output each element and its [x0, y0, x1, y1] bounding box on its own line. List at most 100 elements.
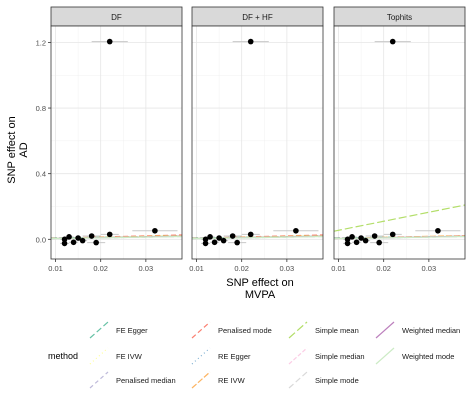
- data-point: [66, 234, 72, 240]
- x-tick-label: 0.03: [422, 264, 437, 273]
- legend-label: Weighted median: [402, 326, 460, 335]
- panel-background: [51, 26, 182, 259]
- data-point: [349, 234, 355, 240]
- legend-label: Simple mean: [315, 326, 359, 335]
- x-tick-label: 0.01: [189, 264, 204, 273]
- data-point: [202, 236, 209, 243]
- regression-lines: [51, 234, 182, 240]
- y-tick-label: 1.2: [36, 38, 46, 47]
- legend-key: [89, 321, 109, 339]
- regression-line-weighted-mode: [192, 235, 323, 240]
- data-point: [220, 237, 227, 244]
- data-point: [61, 240, 68, 247]
- data-point: [70, 239, 77, 246]
- data-point: [362, 237, 369, 244]
- panel-strip-label: DF: [111, 13, 122, 22]
- data-point: [376, 239, 382, 246]
- panel-tophits: Tophits 0.01 0.02 0.03: [331, 6, 466, 273]
- legend-label: FE IVW: [116, 352, 143, 361]
- regression-lines: [334, 204, 465, 240]
- data-point: [389, 38, 396, 45]
- panel-border: [50, 25, 183, 260]
- data-point: [389, 231, 396, 238]
- legend-label: FE Egger: [116, 326, 148, 335]
- legend-item-penalised-median: Penalised median: [89, 371, 176, 389]
- data-point: [234, 239, 240, 246]
- data-point: [79, 237, 86, 244]
- panel-border: [191, 25, 324, 260]
- y-tick-label: 0.8: [36, 104, 46, 113]
- regression-line-weighted-mode: [51, 235, 182, 240]
- data-point: [75, 235, 81, 241]
- legend-item-re-egger: RE Egger: [191, 347, 251, 365]
- y-axis-label-line1: SNP effect on: [6, 116, 18, 183]
- x-axis-label-line2: MVPA: [245, 289, 276, 301]
- data-point: [61, 236, 68, 243]
- legend-key: [375, 347, 395, 365]
- data-point: [358, 235, 364, 241]
- data-point: [207, 234, 213, 240]
- data-point: [344, 236, 351, 243]
- x-tick-label: 0.02: [376, 264, 391, 273]
- x-tick-label: 0.02: [234, 264, 249, 273]
- data-point: [247, 38, 254, 45]
- legend-label: RE IVW: [218, 376, 246, 385]
- x-tick-label: 0.01: [48, 264, 63, 273]
- panel-border: [333, 25, 466, 260]
- y-axis-label-line2: AD: [18, 142, 30, 157]
- panel-strip-label: Tophits: [387, 13, 412, 22]
- data-point: [435, 227, 441, 234]
- legend-label: Simple median: [315, 352, 365, 361]
- data-point: [216, 235, 222, 241]
- legend-label: Penalised median: [116, 376, 176, 385]
- data-point: [202, 240, 209, 247]
- data-point: [93, 239, 99, 246]
- data-point: [344, 240, 351, 247]
- regression-lines: [192, 234, 323, 240]
- data-point: [106, 231, 113, 238]
- data-point: [211, 239, 218, 246]
- panel-background: [192, 26, 323, 259]
- data-point: [293, 227, 299, 234]
- y-axis: 0.0 0.4 0.8 1.2: [36, 38, 51, 244]
- legend-item-fe-egger: FE Egger: [89, 321, 148, 339]
- legend-item-penalised-mode: Penalised mode: [191, 321, 272, 339]
- panel-df: DF 0.01 0.02 0.03: [48, 6, 183, 273]
- regression-line-weighted-mode: [334, 235, 465, 240]
- legend-label: Penalised mode: [218, 326, 272, 335]
- x-tick-label: 0.03: [280, 264, 295, 273]
- data-point: [353, 239, 360, 246]
- legend-label: Weighted mode: [402, 352, 454, 361]
- legend-item-fe-ivw: FE IVW: [89, 347, 143, 365]
- data-point: [247, 231, 254, 238]
- legend-key: [288, 347, 308, 365]
- legend-key: [288, 371, 308, 389]
- legend-key: [191, 371, 211, 389]
- data-point: [88, 233, 95, 239]
- legend-label: RE Egger: [218, 352, 251, 361]
- legend-key: [191, 321, 211, 339]
- legend-key: [89, 371, 109, 389]
- legend-item-weighted-median: Weighted median: [375, 321, 460, 339]
- data-point: [229, 233, 236, 239]
- legend-item-simple-median: Simple median: [288, 347, 365, 365]
- panel-df-hf: DF + HF 0.01 0.02 0.03: [189, 6, 324, 273]
- data-point: [371, 233, 378, 239]
- legend-item-simple-mean: Simple mean: [288, 321, 359, 339]
- panel-strip-label: DF + HF: [242, 13, 273, 22]
- legend-key: [89, 347, 109, 365]
- legend-key: [375, 321, 395, 339]
- data-point: [152, 227, 158, 234]
- legend-key: [288, 321, 308, 339]
- regression-line-simple-mean: [334, 204, 465, 232]
- data-point: [106, 38, 113, 45]
- legend-item-simple-mode: Simple mode: [288, 371, 359, 389]
- legend: method FE Egger FE IVW Penalised median Pena…: [48, 321, 460, 389]
- legend-key: [191, 347, 211, 365]
- legend-item-re-ivw: RE IVW: [191, 371, 246, 389]
- y-tick-label: 0.0: [36, 235, 46, 244]
- y-tick-label: 0.4: [36, 170, 46, 179]
- x-tick-label: 0.01: [331, 264, 346, 273]
